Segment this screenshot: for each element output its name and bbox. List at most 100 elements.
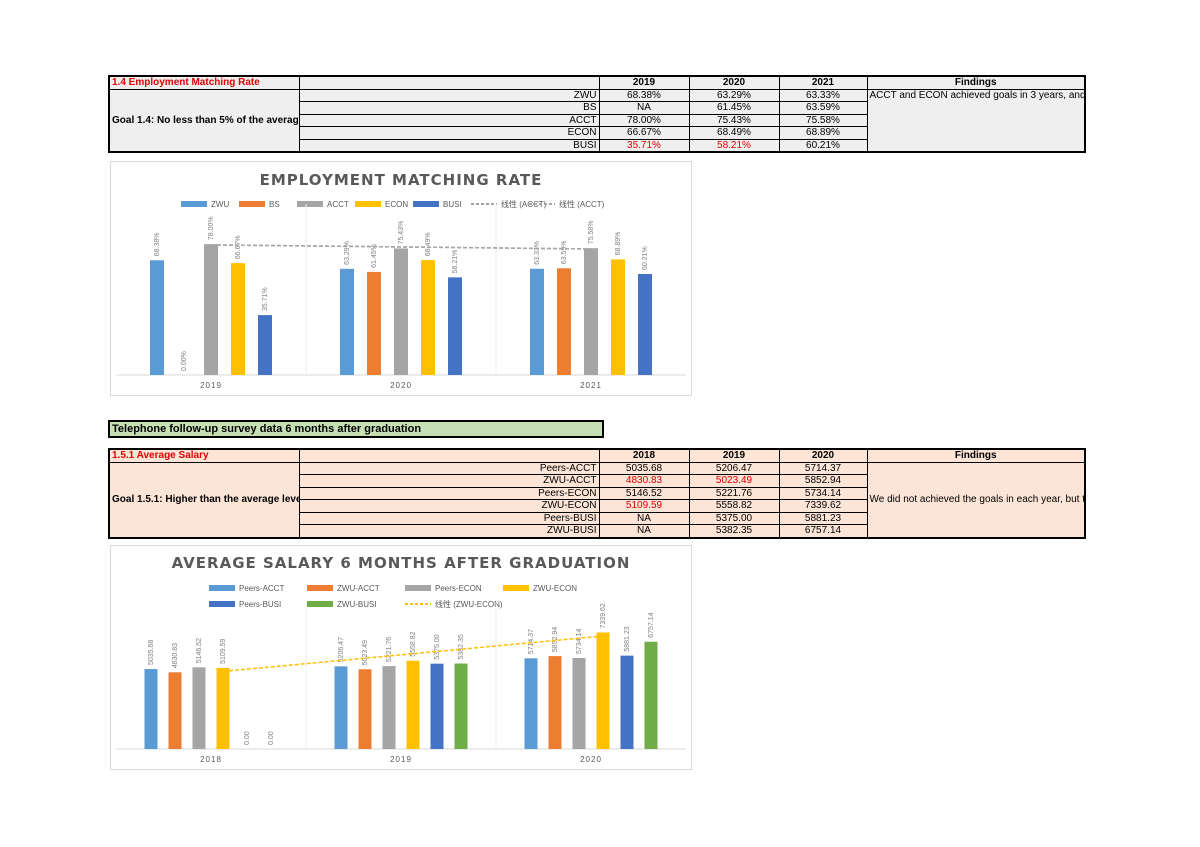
cell: 5109.59: [598, 499, 690, 513]
cell: 63.59%: [778, 101, 868, 115]
cell: 5734.14: [778, 486, 868, 500]
data-label: 6757.14: [648, 612, 655, 637]
bar: [611, 259, 625, 375]
data-label: 0.00: [244, 731, 251, 745]
data-label: 58.21%: [452, 250, 459, 274]
legend-label: ZWU-BUSI: [337, 600, 377, 609]
col-header: 2020: [688, 75, 780, 90]
bar: [448, 277, 462, 375]
col-header: 2020: [778, 448, 868, 463]
data-label: 75.43%: [398, 221, 405, 245]
legend-label: ECON: [385, 200, 408, 209]
bar: [204, 244, 218, 375]
cell: 5206.47: [688, 461, 780, 475]
bar: [406, 660, 420, 749]
cell: 63.33%: [778, 88, 868, 102]
legend-swatch-icon: [209, 585, 235, 591]
legend-label: 线性 (ACCT): [559, 199, 605, 209]
bar: [644, 641, 658, 749]
data-label: 68.38%: [154, 233, 161, 257]
data-label: 5734.14: [576, 629, 583, 654]
row-label: ZWU-ECON: [298, 499, 600, 513]
cell: 61.45%: [688, 101, 780, 115]
bar: [216, 667, 230, 749]
row-label: BUSI: [298, 138, 600, 153]
average-salary-table: 1.5.1 Average Salary 2018 2019 2020 Find…: [108, 448, 1086, 539]
data-label: 0.00: [268, 731, 275, 745]
cell: 35.71%: [598, 138, 690, 153]
data-label: 5714.37: [528, 629, 535, 654]
data-label: 63.59%: [561, 241, 568, 265]
trendline: [210, 244, 592, 250]
row-label: Peers-ACCT: [298, 461, 600, 475]
col-header: 2019: [598, 75, 690, 90]
row-label: BS: [298, 101, 600, 115]
data-label: 4830.83: [172, 643, 179, 668]
col-header: Findings: [866, 75, 1086, 90]
cell: 5221.76: [688, 486, 780, 500]
data-label: 78.00%: [208, 216, 215, 240]
col-header: 2018: [598, 448, 690, 463]
average-salary-chart: AVERAGE SALARY 6 MONTHS AFTER GRADUATION…: [110, 545, 692, 770]
legend-label: ZWU: [211, 200, 229, 209]
data-label: 7339.62: [600, 603, 607, 628]
data-label: 5035.68: [148, 640, 155, 665]
row-label: ZWU-BUSI: [298, 524, 600, 538]
cell: 63.29%: [688, 88, 780, 102]
cell: 68.49%: [688, 126, 780, 140]
legend-label: BS: [269, 200, 280, 209]
x-tick-label: 2019: [200, 381, 222, 390]
chart-title: AVERAGE SALARY 6 MONTHS AFTER GRADUATION: [172, 554, 631, 572]
bar: [258, 315, 272, 375]
bar: [596, 632, 610, 749]
legend-label: BUSI: [443, 200, 462, 209]
legend-label: 线性 (ZWU-ECON): [435, 599, 503, 609]
legend-swatch-icon: [307, 585, 333, 591]
legend-label: ZWU-ECON: [533, 584, 577, 593]
data-label: 35.71%: [262, 287, 269, 311]
employment-rate-table: 1.4 Employment Matching Rate 2019 2020 2…: [108, 75, 1086, 153]
cell: 68.89%: [778, 126, 868, 140]
table-title: 1.4 Employment Matching Rate: [108, 75, 300, 90]
bar: [421, 260, 435, 375]
x-tick-label: 2020: [580, 755, 602, 764]
bar: [334, 666, 348, 749]
legend-swatch-icon: [413, 201, 439, 207]
cell: 5558.82: [688, 499, 780, 513]
cell: 68.38%: [598, 88, 690, 102]
cell: NA: [598, 101, 690, 115]
bar: [192, 667, 206, 749]
cell: 66.67%: [598, 126, 690, 140]
legend-swatch-icon: [181, 201, 207, 207]
data-label: 68.49%: [425, 232, 432, 256]
col-header: 2021: [778, 75, 868, 90]
x-tick-label: 2021: [580, 381, 602, 390]
trendline: [222, 635, 604, 673]
bar: [530, 268, 544, 375]
goal-text: Goal 1.5.1: Higher than the average leve…: [108, 461, 300, 538]
data-label: 66.67%: [235, 235, 242, 259]
row-label: Peers-ECON: [298, 486, 600, 500]
bar: [638, 273, 652, 375]
cell: 5881.23: [778, 511, 868, 525]
cell: 5146.52: [598, 486, 690, 500]
data-label: 63.33%: [534, 241, 541, 265]
data-label: 5023.49: [362, 640, 369, 665]
employment-rate-chart: EMPLOYMENT MATCHING RATE ZWU BS ACCT ECON BUS…: [110, 161, 692, 396]
legend-swatch-icon: [209, 601, 235, 607]
data-label: 61.45%: [371, 244, 378, 268]
chart-svg: AVERAGE SALARY 6 MONTHS AFTER GRADUATION…: [116, 554, 686, 764]
findings-text: We did not achieved the goals in each ye…: [866, 461, 1086, 538]
cell: 5023.49: [688, 474, 780, 488]
row-label: ZWU-ACCT: [298, 474, 600, 488]
data-label: 5852.94: [552, 627, 559, 652]
bar: [168, 672, 182, 749]
data-label: 5558.82: [410, 631, 417, 656]
data-label: 68.89%: [615, 232, 622, 256]
data-label: 5146.52: [196, 638, 203, 663]
row-label: ZWU: [298, 88, 600, 102]
cell: 6757.14: [778, 524, 868, 538]
goal-text: Goal 1.4: No less than 5% of the average…: [108, 88, 300, 153]
legend-label: ZWU-ACCT: [337, 584, 380, 593]
cell: 5382.35: [688, 524, 780, 538]
